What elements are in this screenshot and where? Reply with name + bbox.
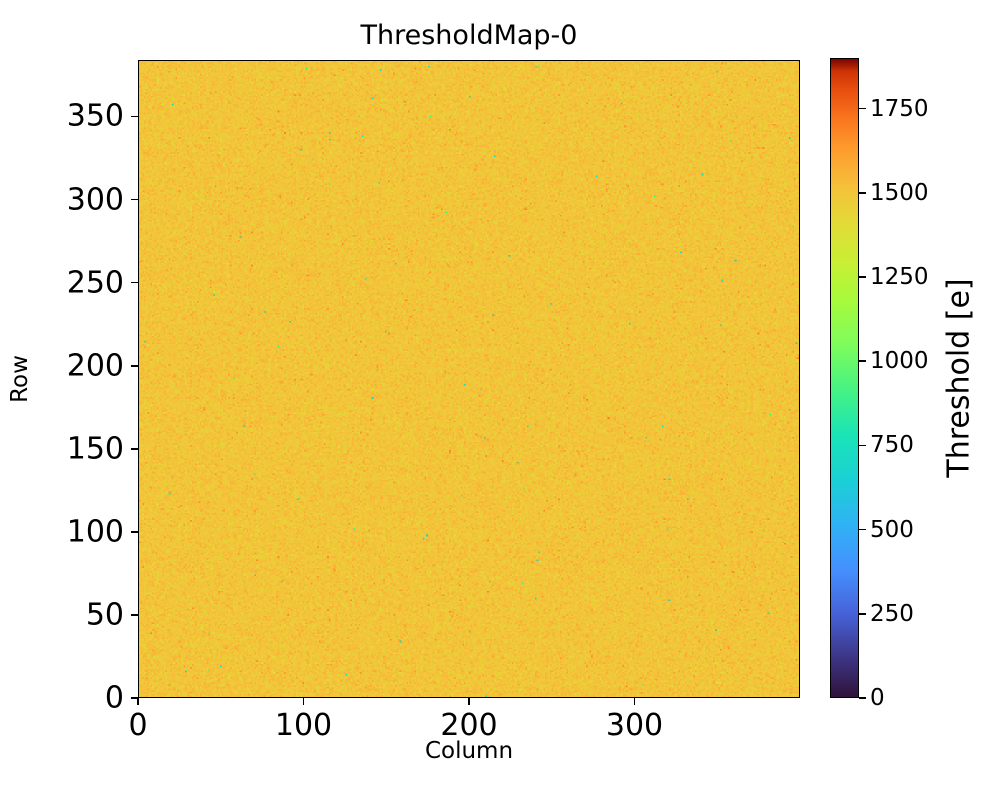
x-tick-mark [468, 698, 470, 705]
colorbar-gradient [831, 59, 858, 697]
colorbar [830, 58, 859, 698]
colorbar-tick-mark [859, 191, 866, 194]
x-tick-mark [137, 698, 139, 705]
heatmap-image [139, 61, 799, 697]
y-tick-mark [131, 614, 138, 616]
x-tick-label: 200 [440, 708, 498, 743]
colorbar-tick-mark [859, 528, 866, 531]
colorbar-tick-label: 1500 [870, 179, 929, 206]
colorbar-label: Threshold [e] [941, 278, 977, 478]
y-tick-label: 0 [104, 680, 124, 716]
colorbar-tick-mark [859, 276, 866, 278]
y-tick-mark [131, 697, 138, 699]
x-tick-label: 300 [605, 708, 664, 743]
y-tick-mark [131, 198, 138, 201]
colorbar-tick-mark [859, 107, 866, 110]
x-tick-label: 100 [274, 708, 333, 743]
x-tick-mark [302, 698, 305, 705]
colorbar-tick-label: 0 [870, 685, 885, 711]
colorbar-tick-label: 1750 [870, 95, 929, 122]
y-tick-mark [131, 115, 138, 118]
y-tick-label: 250 [66, 265, 124, 301]
colorbar-tick-label: 750 [870, 432, 914, 459]
y-tick-label: 300 [66, 182, 124, 218]
colorbar-tick-label: 250 [870, 600, 914, 627]
y-tick-mark [131, 364, 138, 367]
colorbar-tick-label: 1000 [870, 348, 929, 375]
colorbar-tick-label: 1250 [870, 263, 929, 290]
y-axis-label: Row [7, 355, 33, 403]
y-tick-label: 150 [66, 431, 124, 467]
x-tick-label: 0 [128, 708, 148, 743]
colorbar-tick-mark [859, 697, 866, 699]
colorbar-tick-mark [859, 612, 866, 615]
y-tick-label: 50 [85, 597, 124, 633]
colorbar-tick-mark [859, 444, 866, 447]
x-axis-label: Column [424, 738, 514, 764]
y-tick-mark [131, 531, 138, 533]
heatmap-plot-area [138, 60, 800, 698]
x-tick-mark [633, 698, 636, 705]
colorbar-tick-mark [859, 360, 866, 362]
colorbar-tick-label: 500 [870, 516, 914, 543]
y-tick-mark [131, 447, 138, 450]
y-tick-label: 200 [66, 348, 124, 384]
y-tick-mark [131, 281, 138, 284]
y-tick-label: 350 [66, 98, 124, 134]
chart-title: ThresholdMap-0 [360, 20, 578, 51]
y-tick-label: 100 [66, 514, 124, 550]
